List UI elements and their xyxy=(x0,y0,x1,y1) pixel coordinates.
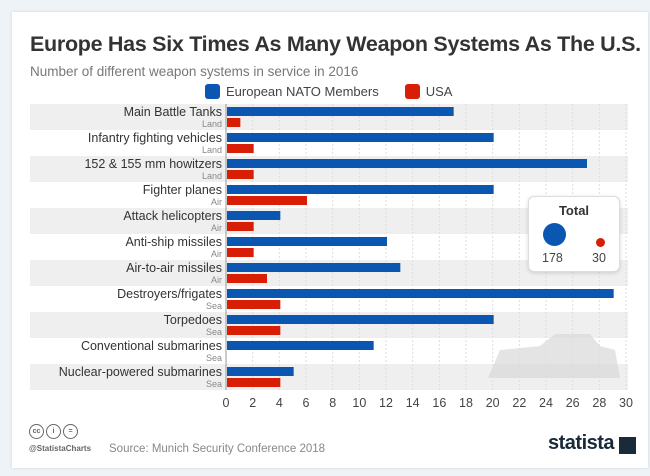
total-usa-bubble xyxy=(596,238,605,247)
category-label: Conventional submarines xyxy=(81,339,222,353)
category-label: Fighter planes xyxy=(143,183,222,197)
x-tick-label: 12 xyxy=(379,396,393,410)
no-derivatives-icon: = xyxy=(63,424,78,439)
bar-europe xyxy=(227,341,374,350)
category-sublabel: Air xyxy=(211,197,222,207)
x-tick-label: 2 xyxy=(249,396,256,410)
legend: European NATO Members USA xyxy=(205,84,452,99)
bar-europe xyxy=(227,263,401,272)
bar-europe xyxy=(227,367,294,376)
chart-subtitle: Number of different weapon systems in se… xyxy=(30,64,359,79)
bar-europe xyxy=(227,107,454,116)
bar-usa xyxy=(227,222,254,231)
bar-usa xyxy=(227,378,281,387)
x-tick-label: 18 xyxy=(459,396,473,410)
x-tick-label: 8 xyxy=(329,396,336,410)
x-tick-label: 0 xyxy=(223,396,230,410)
category-sublabel: Sea xyxy=(206,327,222,337)
x-tick-label: 24 xyxy=(539,396,553,410)
bar-europe xyxy=(227,315,494,324)
legend-item-europe: European NATO Members xyxy=(205,84,379,99)
category-sublabel: Air xyxy=(211,223,222,233)
x-tick-label: 26 xyxy=(566,396,580,410)
category-label: Attack helicopters xyxy=(123,209,222,223)
x-tick-label: 10 xyxy=(352,396,366,410)
category-label: Destroyers/frigates xyxy=(117,287,222,301)
x-tick-label: 30 xyxy=(619,396,633,410)
bar-europe xyxy=(227,159,587,168)
bar-usa xyxy=(227,274,267,283)
bar-usa xyxy=(227,118,241,127)
category-label: Air-to-air missiles xyxy=(126,261,222,275)
bar-usa xyxy=(227,248,254,257)
total-usa-value: 30 xyxy=(592,251,606,265)
category-sublabel: Air xyxy=(211,249,222,259)
bar-usa xyxy=(227,170,254,179)
attribution-icon: i xyxy=(46,424,61,439)
category-sublabel: Land xyxy=(202,119,222,129)
bar-usa xyxy=(227,196,307,205)
bar-europe xyxy=(227,237,387,246)
statista-logo-mark xyxy=(619,437,636,454)
category-label: Main Battle Tanks xyxy=(124,105,222,119)
bar-europe xyxy=(227,211,281,220)
bar-usa xyxy=(227,144,254,153)
category-sublabel: Land xyxy=(202,145,222,155)
category-label: Torpedoes xyxy=(164,313,222,327)
x-tick-label: 6 xyxy=(303,396,310,410)
total-title: Total xyxy=(558,203,590,218)
legend-swatch-europe xyxy=(205,84,220,99)
x-tick-label: 28 xyxy=(592,396,606,410)
category-sublabel: Sea xyxy=(206,379,222,389)
x-tick-label: 14 xyxy=(406,396,420,410)
total-box: Total 178 30 xyxy=(528,196,620,272)
chart-title: Europe Has Six Times As Many Weapon Syst… xyxy=(30,32,641,56)
bar-usa xyxy=(227,300,281,309)
category-sublabel: Land xyxy=(202,171,222,181)
tank-silhouette-icon xyxy=(488,334,620,378)
x-tick-label: 22 xyxy=(512,396,526,410)
bar-europe xyxy=(227,185,494,194)
category-sublabel: Air xyxy=(211,275,222,285)
bar-usa xyxy=(227,326,281,335)
legend-label-usa: USA xyxy=(425,84,453,99)
x-tick-label: 4 xyxy=(276,396,283,410)
legend-item-usa: USA xyxy=(404,84,453,99)
statista-logo[interactable]: statista xyxy=(548,432,615,454)
legend-swatch-usa xyxy=(404,84,420,99)
bar-europe xyxy=(227,289,614,298)
x-tick-label: 20 xyxy=(486,396,500,410)
cc-license-icons: cc i = xyxy=(29,424,78,439)
bar-europe xyxy=(227,133,494,142)
legend-label-europe: European NATO Members xyxy=(226,84,379,99)
category-sublabel: Sea xyxy=(206,353,222,363)
total-europe-value: 178 xyxy=(542,251,563,265)
category-label: Infantry fighting vehicles xyxy=(88,131,222,145)
cc-icon: cc xyxy=(29,424,44,439)
category-label: Nuclear-powered submarines xyxy=(59,365,222,379)
source-note: Source: Munich Security Conference 2018 xyxy=(109,443,326,455)
x-tick-label: 16 xyxy=(432,396,446,410)
category-label: 152 & 155 mm howitzers xyxy=(84,157,222,171)
twitter-handle[interactable]: @StatistaCharts xyxy=(29,444,92,453)
category-label: Anti-ship missiles xyxy=(125,235,222,249)
category-sublabel: Sea xyxy=(206,301,222,311)
total-europe-bubble xyxy=(543,223,566,246)
